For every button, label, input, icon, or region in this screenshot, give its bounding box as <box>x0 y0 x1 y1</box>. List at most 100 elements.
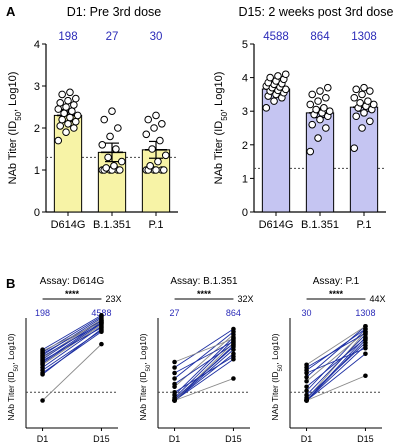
paired-line <box>174 340 234 374</box>
chart-title: Assay: P.1 <box>313 276 360 287</box>
data-point <box>117 157 126 166</box>
paired-line <box>174 331 234 379</box>
data-point <box>172 381 177 387</box>
data-point <box>360 109 368 117</box>
panel-a-right-chart: D15: 2 weeks post 3rd dose NAb Titer (ID5… <box>213 5 394 231</box>
data-point <box>304 362 309 368</box>
data-point <box>322 93 330 102</box>
x-tick-label: D1 <box>169 434 181 444</box>
data-point <box>40 398 45 403</box>
paired-line <box>306 331 366 400</box>
data-point <box>320 104 328 112</box>
data-point <box>306 100 315 109</box>
data-point <box>304 384 309 390</box>
chart-title: Assay: B.1.351 <box>170 276 238 287</box>
chart-title: Assay: D614G <box>40 276 105 287</box>
paired-line <box>42 331 102 374</box>
data-point <box>40 347 45 352</box>
data-point <box>104 153 112 162</box>
y-tick-label: 1 <box>34 165 40 177</box>
paired-line <box>306 375 366 401</box>
panel-b-p1-chart: Assay: P.1 NAb Titer (ID50, Log10) **** 44X… <box>270 276 385 444</box>
data-point <box>304 392 309 398</box>
x-tick-label: B.1.351 <box>93 219 131 231</box>
paired-line <box>306 325 366 366</box>
data-point <box>363 340 368 346</box>
y-axis-label: NAb Titer (ID50, Log10) <box>270 333 284 420</box>
data-point <box>152 111 160 120</box>
data-point <box>161 151 170 160</box>
data-point <box>314 97 322 105</box>
panel-a-left-chart: D1: Pre 3rd dose NAb Titer (ID50, Log10) 0… <box>7 5 178 231</box>
data-point <box>54 105 63 113</box>
data-point <box>363 330 368 336</box>
data-point <box>108 107 116 115</box>
data-point <box>281 70 290 79</box>
bar <box>349 106 379 213</box>
paired-line <box>42 330 102 371</box>
paired-line <box>174 338 234 363</box>
significance-stars: **** <box>65 289 80 299</box>
data-point <box>266 73 274 82</box>
gmt-label: 30 <box>150 31 163 43</box>
data-point <box>172 359 177 365</box>
paired-line <box>174 346 234 400</box>
data-point <box>350 144 359 152</box>
paired-line <box>306 336 366 401</box>
data-point <box>366 87 374 95</box>
data-point <box>62 103 70 111</box>
data-point <box>306 147 315 156</box>
data-point <box>363 373 368 379</box>
paired-line <box>42 327 102 362</box>
data-point <box>144 115 153 124</box>
paired-line <box>306 342 366 399</box>
y-axis-label: NAb Titer (ID50, Log10) <box>7 72 23 185</box>
data-point <box>70 101 78 109</box>
paired-line <box>174 328 234 368</box>
data-point <box>64 96 72 105</box>
gmt-label: 4588 <box>263 31 289 43</box>
paired-line <box>306 332 366 368</box>
data-point <box>352 85 361 94</box>
fold-change-label: 44X <box>369 294 385 304</box>
gmt-label: 1308 <box>355 308 375 318</box>
data-point <box>231 336 236 341</box>
data-point <box>99 341 104 347</box>
paired-line <box>42 324 102 366</box>
data-point <box>64 120 72 128</box>
data-point <box>360 83 368 92</box>
data-point <box>68 107 76 115</box>
y-tick-label: 4 <box>34 39 40 51</box>
data-point <box>71 94 80 103</box>
data-point <box>58 115 66 124</box>
data-point <box>158 120 166 128</box>
paired-line <box>174 353 234 401</box>
data-point <box>369 100 378 109</box>
y-tick-label: 2 <box>34 123 40 135</box>
x-tick-label: D15 <box>93 434 110 444</box>
data-point <box>172 389 177 395</box>
y-axis-label: NAb Titer (ID50, Log10) <box>213 72 229 185</box>
paired-line <box>306 338 366 388</box>
gmt-label: 864 <box>226 308 241 318</box>
data-point <box>110 162 118 170</box>
data-point <box>358 124 366 132</box>
data-point <box>62 128 70 136</box>
data-point <box>99 312 104 318</box>
data-point <box>231 326 236 332</box>
data-point <box>363 345 368 351</box>
data-point <box>159 166 168 174</box>
data-point <box>314 134 322 142</box>
y-tick-label: 2 <box>242 140 248 152</box>
data-point <box>262 104 271 112</box>
x-tick-label: D1 <box>37 434 49 444</box>
data-point <box>114 124 122 132</box>
chart-title: D15: 2 weeks post 3rd dose <box>239 5 394 19</box>
gmt-label: 27 <box>106 31 119 43</box>
data-point <box>102 164 110 172</box>
paired-line <box>174 339 234 399</box>
data-point <box>146 162 154 170</box>
significance-stars: **** <box>329 289 344 299</box>
data-point <box>71 117 80 126</box>
paired-line <box>306 347 366 374</box>
